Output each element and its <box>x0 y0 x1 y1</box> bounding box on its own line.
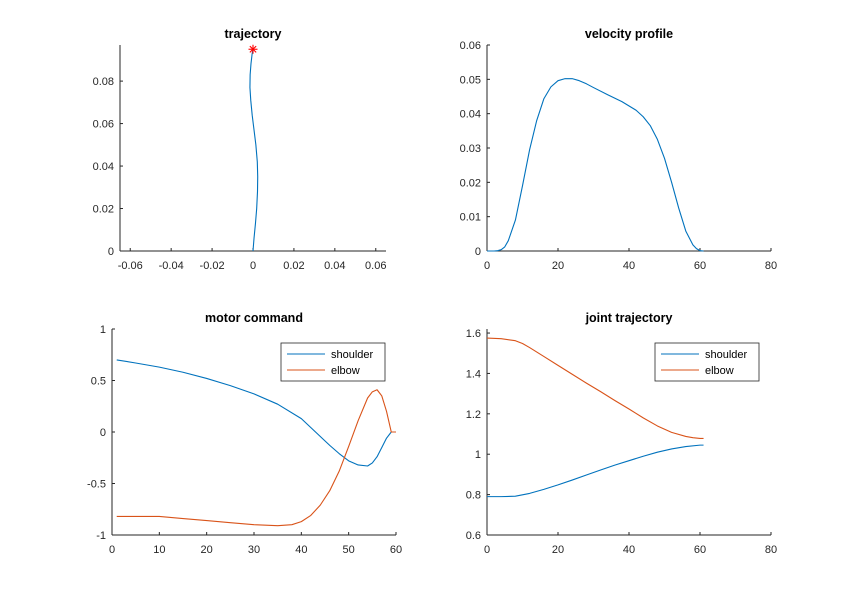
y-tick-label: 0.5 <box>91 376 106 388</box>
series-line-elbow <box>116 389 396 527</box>
chart-title: motor command <box>205 311 303 325</box>
x-tick-label: 40 <box>623 260 635 272</box>
y-tick-label: 1.6 <box>466 328 481 340</box>
legend-label: elbow <box>705 365 734 377</box>
y-tick-label: 0 <box>475 246 481 258</box>
x-tick-label: 40 <box>623 544 635 556</box>
y-tick-label: 0.06 <box>460 40 481 52</box>
chart-panel-1: -0.06 -0.04 -0.02 0 0.02 0.04 0.06 0 0.02 0.04 0.0… <box>93 27 387 272</box>
y-tick-label: 0.6 <box>466 530 481 542</box>
x-tick-label: -0.02 <box>200 260 225 272</box>
x-tick-label: 0 <box>250 260 256 272</box>
x-tick-label: 60 <box>694 544 706 556</box>
x-tick-label: 60 <box>694 260 706 272</box>
y-tick-label: 0.04 <box>460 109 481 121</box>
y-tick-label: 1.2 <box>466 409 481 421</box>
x-tick-label: 50 <box>343 544 355 556</box>
series-line-shoulder <box>116 359 396 467</box>
y-tick-label: 1 <box>475 449 481 461</box>
y-tick-label: 0.04 <box>93 161 114 173</box>
series-line-elbow <box>486 337 704 440</box>
y-tick-label: -1 <box>96 530 106 542</box>
legend-label: shoulder <box>331 349 374 361</box>
x-tick-label: 80 <box>765 260 777 272</box>
marker-stroke <box>249 45 257 53</box>
y-tick-label: 0.01 <box>460 212 481 224</box>
y-tick-label: 0.02 <box>460 177 481 189</box>
x-tick-label: 0 <box>484 260 490 272</box>
x-tick-label: 30 <box>248 544 260 556</box>
legend-label: elbow <box>331 365 360 377</box>
chart-title: velocity profile <box>585 27 673 41</box>
x-tick-label: 0.02 <box>283 260 304 272</box>
y-tick-label: 0.08 <box>93 76 114 88</box>
x-tick-label: 20 <box>552 544 564 556</box>
series-line-shoulder <box>487 444 704 498</box>
x-tick-label: 0 <box>484 544 490 556</box>
x-tick-label: 0.06 <box>365 260 386 272</box>
y-tick-label: 0.05 <box>460 74 481 86</box>
y-tick-label: 0 <box>108 246 114 258</box>
series-line-1 <box>487 78 704 252</box>
y-tick-label: 0.8 <box>466 490 481 502</box>
chart-panel-4: 0 20 40 60 80 0.6 0.8 1 1.2 1.4 1.6 joint trajector… <box>466 311 777 556</box>
y-tick-label: 0 <box>100 427 106 439</box>
chart-title: trajectory <box>225 27 282 41</box>
legend-box <box>654 342 760 382</box>
x-tick-label: 20 <box>552 260 564 272</box>
x-tick-label: 0.04 <box>324 260 345 272</box>
x-tick-label: 60 <box>390 544 402 556</box>
y-tick-label: 0.06 <box>93 119 114 131</box>
x-tick-label: 20 <box>201 544 213 556</box>
y-tick-label: 1 <box>100 324 106 336</box>
y-tick-label: 0.03 <box>460 143 481 155</box>
y-tick-label: 0.02 <box>93 204 114 216</box>
x-tick-label: -0.04 <box>159 260 184 272</box>
legend: shoulder elbow <box>654 342 760 382</box>
chart-panel-3: 0 10 20 30 40 50 60 -1 -0.5 0 0.5 1 motor command sho… <box>87 311 402 556</box>
y-tick-label: -0.5 <box>87 479 106 491</box>
legend: shoulder elbow <box>280 342 386 382</box>
chart-panel-2: 0 20 40 60 80 0 0.01 0.02 0.03 0.04 0.05 0.06 veloci… <box>460 27 778 272</box>
x-tick-label: 80 <box>765 544 777 556</box>
series-line-1 <box>249 49 259 252</box>
endpoint-marker <box>248 44 258 54</box>
x-tick-label: -0.06 <box>118 260 143 272</box>
chart-title: joint trajectory <box>585 311 673 325</box>
x-tick-label: 10 <box>153 544 165 556</box>
x-tick-label: 0 <box>109 544 115 556</box>
x-tick-label: 40 <box>295 544 307 556</box>
y-tick-label: 1.4 <box>466 368 481 380</box>
legend-label: shoulder <box>705 349 748 361</box>
legend-box <box>280 342 386 382</box>
